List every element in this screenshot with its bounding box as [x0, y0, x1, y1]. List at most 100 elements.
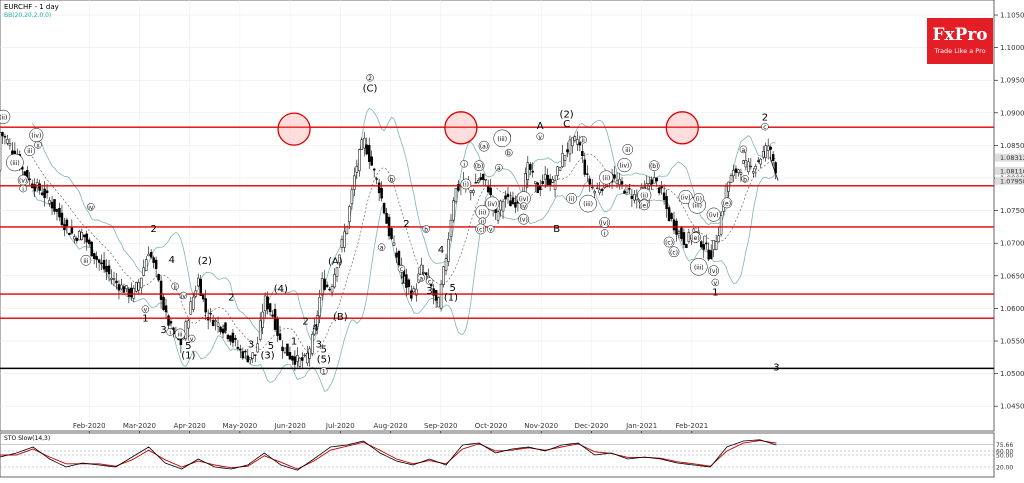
candle-body [561, 153, 564, 167]
candle-body [152, 257, 155, 263]
candle-body [474, 182, 478, 184]
candle-body [221, 328, 225, 334]
candle-body [340, 238, 344, 248]
wave-label-ring [34, 141, 42, 149]
candle-body [761, 151, 765, 158]
wave-label-ring [397, 264, 406, 273]
candle-body [437, 297, 440, 308]
candle-body [273, 309, 277, 330]
wave-label-ring [6, 153, 24, 172]
price-tag-label: 1.08312 [1000, 154, 1024, 162]
candle-body [53, 199, 56, 212]
candle-body [392, 242, 396, 246]
candle-body [335, 267, 339, 277]
wave-label-ring [622, 144, 634, 155]
candle-body [732, 169, 735, 177]
candle-body [444, 258, 448, 271]
wave-label: i [604, 230, 606, 237]
wave-label: (ii) [640, 193, 648, 200]
wave-label: (i) [463, 181, 469, 188]
wave-label: 5 [185, 341, 191, 352]
candle-body [313, 325, 316, 335]
candle-body [345, 226, 349, 234]
candle-body [625, 185, 629, 194]
candle-body [85, 233, 88, 243]
wave-label: iv [181, 293, 187, 300]
candle-body [45, 190, 49, 194]
price-tick-label: 1.06000 [1000, 305, 1024, 313]
candle-body [630, 195, 634, 199]
candle-body [315, 315, 319, 328]
wave-label-ring [0, 109, 11, 124]
price-tick-label: 1.08500 [1000, 142, 1024, 150]
candle-body [102, 259, 106, 270]
wave-label: ii [581, 137, 585, 144]
candle-body [323, 278, 326, 290]
wave-label: (v) [520, 217, 528, 224]
price-tick-label: 1.07500 [1000, 207, 1024, 215]
wave-label: (i) [568, 196, 574, 203]
candle-body [253, 354, 257, 356]
candle-body [60, 212, 64, 226]
candle-body [454, 188, 458, 203]
candle-body [219, 326, 222, 332]
wave-label: (iv) [620, 163, 630, 170]
candle-body [40, 192, 44, 196]
candle-body [122, 286, 126, 293]
candle-body [576, 139, 579, 145]
candle-body [276, 318, 279, 336]
candle-body [472, 190, 475, 194]
candle-body [358, 149, 361, 172]
time-tick-label: Jul-2020 [325, 422, 355, 430]
wave-label-ring [87, 203, 95, 211]
wave-label: 5 [449, 283, 455, 294]
candle-body [377, 182, 381, 194]
wave-label: (e) [691, 235, 699, 242]
wave-label: (iv) [709, 212, 719, 219]
candle-body [330, 286, 334, 293]
candle-body [511, 197, 515, 205]
candle-body [477, 180, 480, 183]
candle-body [415, 288, 418, 296]
wave-label: 1 [291, 336, 297, 347]
candle-body [246, 355, 250, 363]
wave-label: b [743, 176, 747, 183]
wave-label-ring [600, 229, 609, 237]
candle-body [405, 274, 408, 288]
candle-body [137, 282, 141, 291]
candle-body [75, 238, 79, 242]
candle-body [266, 296, 269, 310]
candle-body [127, 288, 131, 297]
wave-label: a [419, 275, 423, 282]
price-axis: 1.04500 1.05000 1.05500 1.06000 1.06500 1.070… [994, 12, 1024, 411]
candle-body [434, 290, 438, 301]
candle-body [125, 285, 128, 289]
candle-body [380, 188, 383, 199]
candle-body [6, 139, 9, 144]
candle-body [184, 321, 188, 340]
wave-label-ring [320, 367, 328, 375]
candle-body [385, 213, 388, 224]
sto-tick-label: 60.00 [996, 449, 1013, 456]
wave-label: 4 [312, 323, 318, 334]
wave-label-ring [19, 184, 27, 193]
candle-body [615, 180, 619, 185]
candle-body [672, 219, 676, 231]
time-axis: Feb-2020 Mar-2020 Apr-2020 May-2020 Jun-2020… [73, 422, 708, 433]
candle-body [216, 322, 220, 327]
candle-body [298, 357, 302, 367]
candle-body [117, 284, 121, 291]
candle-body [504, 195, 507, 200]
wave-label: iii [83, 258, 88, 265]
candle-body [139, 277, 143, 289]
candle-body [187, 320, 190, 329]
wave-label: i [169, 329, 171, 336]
bb-lower [31, 173, 776, 392]
wave-label-ring [663, 236, 675, 248]
wave-label: (2) [560, 109, 574, 120]
candle-body [707, 249, 710, 260]
candle-body [87, 239, 91, 245]
wave-label: 3 [160, 325, 166, 336]
wave-label: v [190, 336, 194, 343]
candle-body [655, 177, 658, 182]
